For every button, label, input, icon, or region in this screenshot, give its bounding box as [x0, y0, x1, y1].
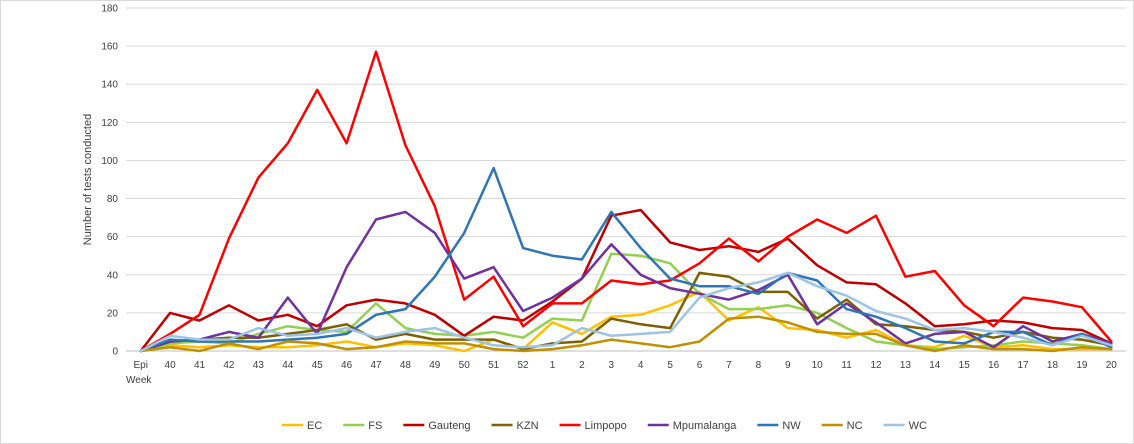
x-tick-label: 45 — [312, 360, 324, 371]
x-tick-label: 19 — [1076, 360, 1088, 371]
legend-label-kzn: KZN — [517, 420, 539, 432]
legend-label-limpopo: Limpopo — [585, 420, 627, 432]
x-tick-label: 43 — [253, 360, 265, 371]
legend-label-nc: NC — [847, 420, 863, 432]
series-line-limpopo — [139, 50, 1113, 353]
x-tick-label: 20 — [1106, 360, 1118, 371]
x-tick-label: 4 — [638, 360, 644, 371]
x-tick-label: 2 — [579, 360, 585, 371]
series-line-mpumalanga — [139, 210, 1113, 353]
legend-label-gauteng: Gauteng — [428, 420, 470, 432]
y-tick-label: 60 — [107, 232, 119, 243]
x-tick-label: 16 — [988, 360, 1000, 371]
y-tick-label: 140 — [101, 80, 118, 91]
x-axis-title-line2: Week — [126, 375, 152, 386]
y-axis-title: Number of tests conducted — [82, 114, 94, 245]
y-tick-label: 160 — [101, 42, 118, 53]
x-tick-label: 15 — [959, 360, 971, 371]
series-line-kzn — [139, 271, 1113, 353]
x-tick-label: 40 — [165, 360, 177, 371]
y-tick-label: 80 — [107, 194, 119, 205]
x-tick-label: 5 — [667, 360, 673, 371]
x-tick-label: 51 — [488, 360, 500, 371]
legend-label-fs: FS — [368, 420, 382, 432]
x-tick-label: 13 — [900, 360, 912, 371]
y-tick-label: 20 — [107, 308, 119, 319]
x-tick-label: 44 — [282, 360, 294, 371]
x-tick-label: 11 — [841, 360, 852, 371]
y-tick-label: 40 — [107, 270, 119, 281]
x-tick-label: 7 — [726, 360, 732, 371]
series-line-nw — [139, 166, 1113, 353]
y-tick-label: 180 — [101, 4, 118, 15]
x-tick-label: 14 — [929, 360, 941, 371]
legend-label-ec: EC — [307, 420, 322, 432]
y-tick-label: 0 — [112, 347, 118, 358]
x-tick-label: 49 — [429, 360, 441, 371]
series-line-nc — [139, 315, 1113, 353]
x-tick-label: 10 — [812, 360, 824, 371]
x-tick-label: 52 — [517, 360, 529, 371]
x-tick-label: 12 — [870, 360, 882, 371]
x-tick-label: 18 — [1047, 360, 1059, 371]
legend-label-wc: WC — [909, 420, 927, 432]
x-tick-label: 1 — [550, 360, 556, 371]
legend-label-nw: NW — [782, 420, 801, 432]
series-line-wc — [139, 271, 1113, 353]
y-tick-label: 100 — [101, 156, 118, 167]
x-tick-label: 47 — [370, 360, 382, 371]
x-tick-label: 6 — [697, 360, 703, 371]
series-line-gauteng — [139, 208, 1113, 353]
x-tick-label: 50 — [459, 360, 471, 371]
y-tick-label: 120 — [101, 118, 118, 129]
legend-label-mpumalanga: Mpumalanga — [673, 420, 737, 432]
x-tick-label: 17 — [1017, 360, 1029, 371]
x-tick-label: 9 — [785, 360, 791, 371]
x-tick-label: 46 — [341, 360, 353, 371]
x-axis-title-line1: Epi — [133, 360, 147, 371]
x-tick-label: 48 — [400, 360, 412, 371]
x-tick-label: 41 — [194, 360, 206, 371]
x-tick-label: 8 — [756, 360, 762, 371]
x-tick-label: 42 — [223, 360, 235, 371]
x-tick-label: 3 — [609, 360, 615, 371]
